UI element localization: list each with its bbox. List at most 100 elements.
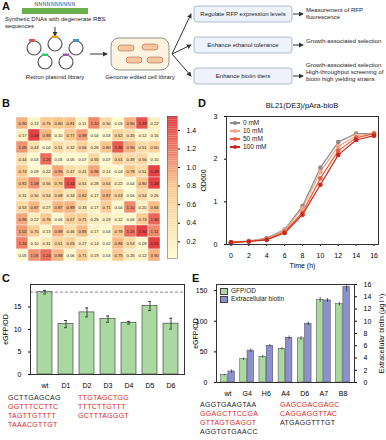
svg-text:1.02: 1.02 xyxy=(18,229,27,234)
svg-text:0.96: 0.96 xyxy=(90,169,99,174)
svg-text:0.50: 0.50 xyxy=(102,121,111,126)
svg-text:0.27: 0.27 xyxy=(78,241,87,246)
svg-text:1.25: 1.25 xyxy=(126,229,135,234)
svg-text:12: 12 xyxy=(334,252,342,259)
svg-text:0.90: 0.90 xyxy=(126,121,135,126)
svg-text:2: 2 xyxy=(247,252,251,259)
svg-text:0.95: 0.95 xyxy=(54,169,63,174)
svg-text:0.76: 0.76 xyxy=(54,181,63,186)
svg-text:0.16: 0.16 xyxy=(150,133,159,138)
svg-text:150: 150 xyxy=(196,287,208,294)
svg-text:0.10: 0.10 xyxy=(30,241,39,246)
svg-text:0.51: 0.51 xyxy=(54,145,63,150)
svg-text:1.49: 1.49 xyxy=(30,133,39,138)
svg-text:0: 0 xyxy=(214,241,218,248)
svg-text:0.43: 0.43 xyxy=(30,145,39,150)
svg-text:1.10: 1.10 xyxy=(90,121,99,126)
svg-text:0.45: 0.45 xyxy=(126,133,135,138)
svg-text:0.14: 0.14 xyxy=(90,241,99,246)
svg-text:6: 6 xyxy=(283,252,287,259)
svg-text:H6: H6 xyxy=(262,390,271,397)
svg-text:0.4: 0.4 xyxy=(187,219,197,226)
svg-text:0.32: 0.32 xyxy=(66,145,75,150)
svg-text:0.17: 0.17 xyxy=(90,229,99,234)
svg-text:0.06: 0.06 xyxy=(126,217,135,222)
svg-text:0.04: 0.04 xyxy=(114,205,123,210)
svg-text:D6: D6 xyxy=(300,390,309,397)
svg-text:1.42: 1.42 xyxy=(66,181,75,186)
svg-text:0.33: 0.33 xyxy=(78,205,87,210)
svg-text:0.22: 0.22 xyxy=(42,169,51,174)
svg-text:0.05: 0.05 xyxy=(114,121,123,126)
svg-text:0.04: 0.04 xyxy=(126,193,135,198)
svg-text:Time (h): Time (h) xyxy=(290,262,316,270)
svg-text:0.54: 0.54 xyxy=(42,193,51,198)
svg-text:0.02: 0.02 xyxy=(102,241,111,246)
svg-text:0.47: 0.47 xyxy=(66,169,75,174)
svg-text:0.51: 0.51 xyxy=(78,181,87,186)
svg-text:0.62: 0.62 xyxy=(114,133,123,138)
svg-text:0.68: 0.68 xyxy=(54,193,63,198)
svg-text:15: 15 xyxy=(14,303,22,310)
svg-text:0.04: 0.04 xyxy=(114,169,123,174)
svg-text:0.78: 0.78 xyxy=(126,169,135,174)
svg-text:0.31: 0.31 xyxy=(42,241,51,246)
svg-text:0.61: 0.61 xyxy=(114,157,123,162)
svg-text:0.89: 0.89 xyxy=(54,229,63,234)
svg-text:D5: D5 xyxy=(146,382,155,389)
svg-text:0.50: 0.50 xyxy=(30,193,39,198)
svg-text:A4: A4 xyxy=(281,390,290,397)
svg-text:0.10: 0.10 xyxy=(150,157,159,162)
svg-text:1.51: 1.51 xyxy=(150,241,159,246)
svg-text:0.28: 0.28 xyxy=(90,181,99,186)
svg-text:0.87: 0.87 xyxy=(102,193,111,198)
svg-text:1.50: 1.50 xyxy=(138,229,147,234)
svg-text:0.05: 0.05 xyxy=(54,157,63,162)
svg-text:8: 8 xyxy=(364,330,368,337)
svg-text:1.48: 1.48 xyxy=(150,181,159,186)
svg-text:0.75: 0.75 xyxy=(42,121,51,126)
svg-text:0.17: 0.17 xyxy=(90,193,99,198)
svg-text:0.87: 0.87 xyxy=(30,205,39,210)
svg-text:0.88: 0.88 xyxy=(54,253,63,258)
svg-text:0.55: 0.55 xyxy=(90,157,99,162)
svg-text:0.07: 0.07 xyxy=(102,157,111,162)
svg-text:0.61: 0.61 xyxy=(54,241,63,246)
svg-text:0.22: 0.22 xyxy=(150,121,159,126)
svg-text:1.0: 1.0 xyxy=(187,164,197,171)
svg-text:0.99: 0.99 xyxy=(78,133,87,138)
svg-text:10: 10 xyxy=(14,326,22,333)
svg-text:D4: D4 xyxy=(125,382,134,389)
svg-text:14: 14 xyxy=(352,252,360,259)
svg-text:0: 0 xyxy=(229,252,233,259)
svg-text:0: 0 xyxy=(364,379,368,386)
svg-text:0.75: 0.75 xyxy=(114,253,123,258)
svg-text:0.20: 0.20 xyxy=(138,205,147,210)
svg-text:0.13: 0.13 xyxy=(30,121,39,126)
svg-text:0.46: 0.46 xyxy=(66,229,75,234)
svg-text:0.80: 0.80 xyxy=(54,121,63,126)
svg-text:10: 10 xyxy=(316,252,324,259)
svg-text:0.19: 0.19 xyxy=(90,253,99,258)
svg-text:1.24: 1.24 xyxy=(42,253,51,258)
svg-text:0.12: 0.12 xyxy=(138,253,147,258)
svg-text:2: 2 xyxy=(364,366,368,373)
svg-text:12: 12 xyxy=(364,305,372,312)
svg-text:0.04: 0.04 xyxy=(42,145,51,150)
svg-text:0.56: 0.56 xyxy=(42,181,51,186)
svg-text:0.25: 0.25 xyxy=(90,217,99,222)
svg-text:0.71: 0.71 xyxy=(78,217,87,222)
svg-text:16: 16 xyxy=(370,252,378,259)
svg-text:0.80: 0.80 xyxy=(138,181,147,186)
svg-text:0.05: 0.05 xyxy=(18,253,27,258)
svg-text:0.82: 0.82 xyxy=(78,193,87,198)
svg-text:0.76: 0.76 xyxy=(42,217,51,222)
svg-text:1.16: 1.16 xyxy=(18,241,27,246)
svg-text:0.41: 0.41 xyxy=(78,169,87,174)
svg-text:0.23: 0.23 xyxy=(102,217,111,222)
svg-text:0.2: 0.2 xyxy=(187,238,197,245)
svg-text:wt: wt xyxy=(224,390,232,397)
svg-text:1.4: 1.4 xyxy=(187,127,197,134)
svg-text:wt: wt xyxy=(41,382,49,389)
svg-text:0.04: 0.04 xyxy=(102,229,111,234)
